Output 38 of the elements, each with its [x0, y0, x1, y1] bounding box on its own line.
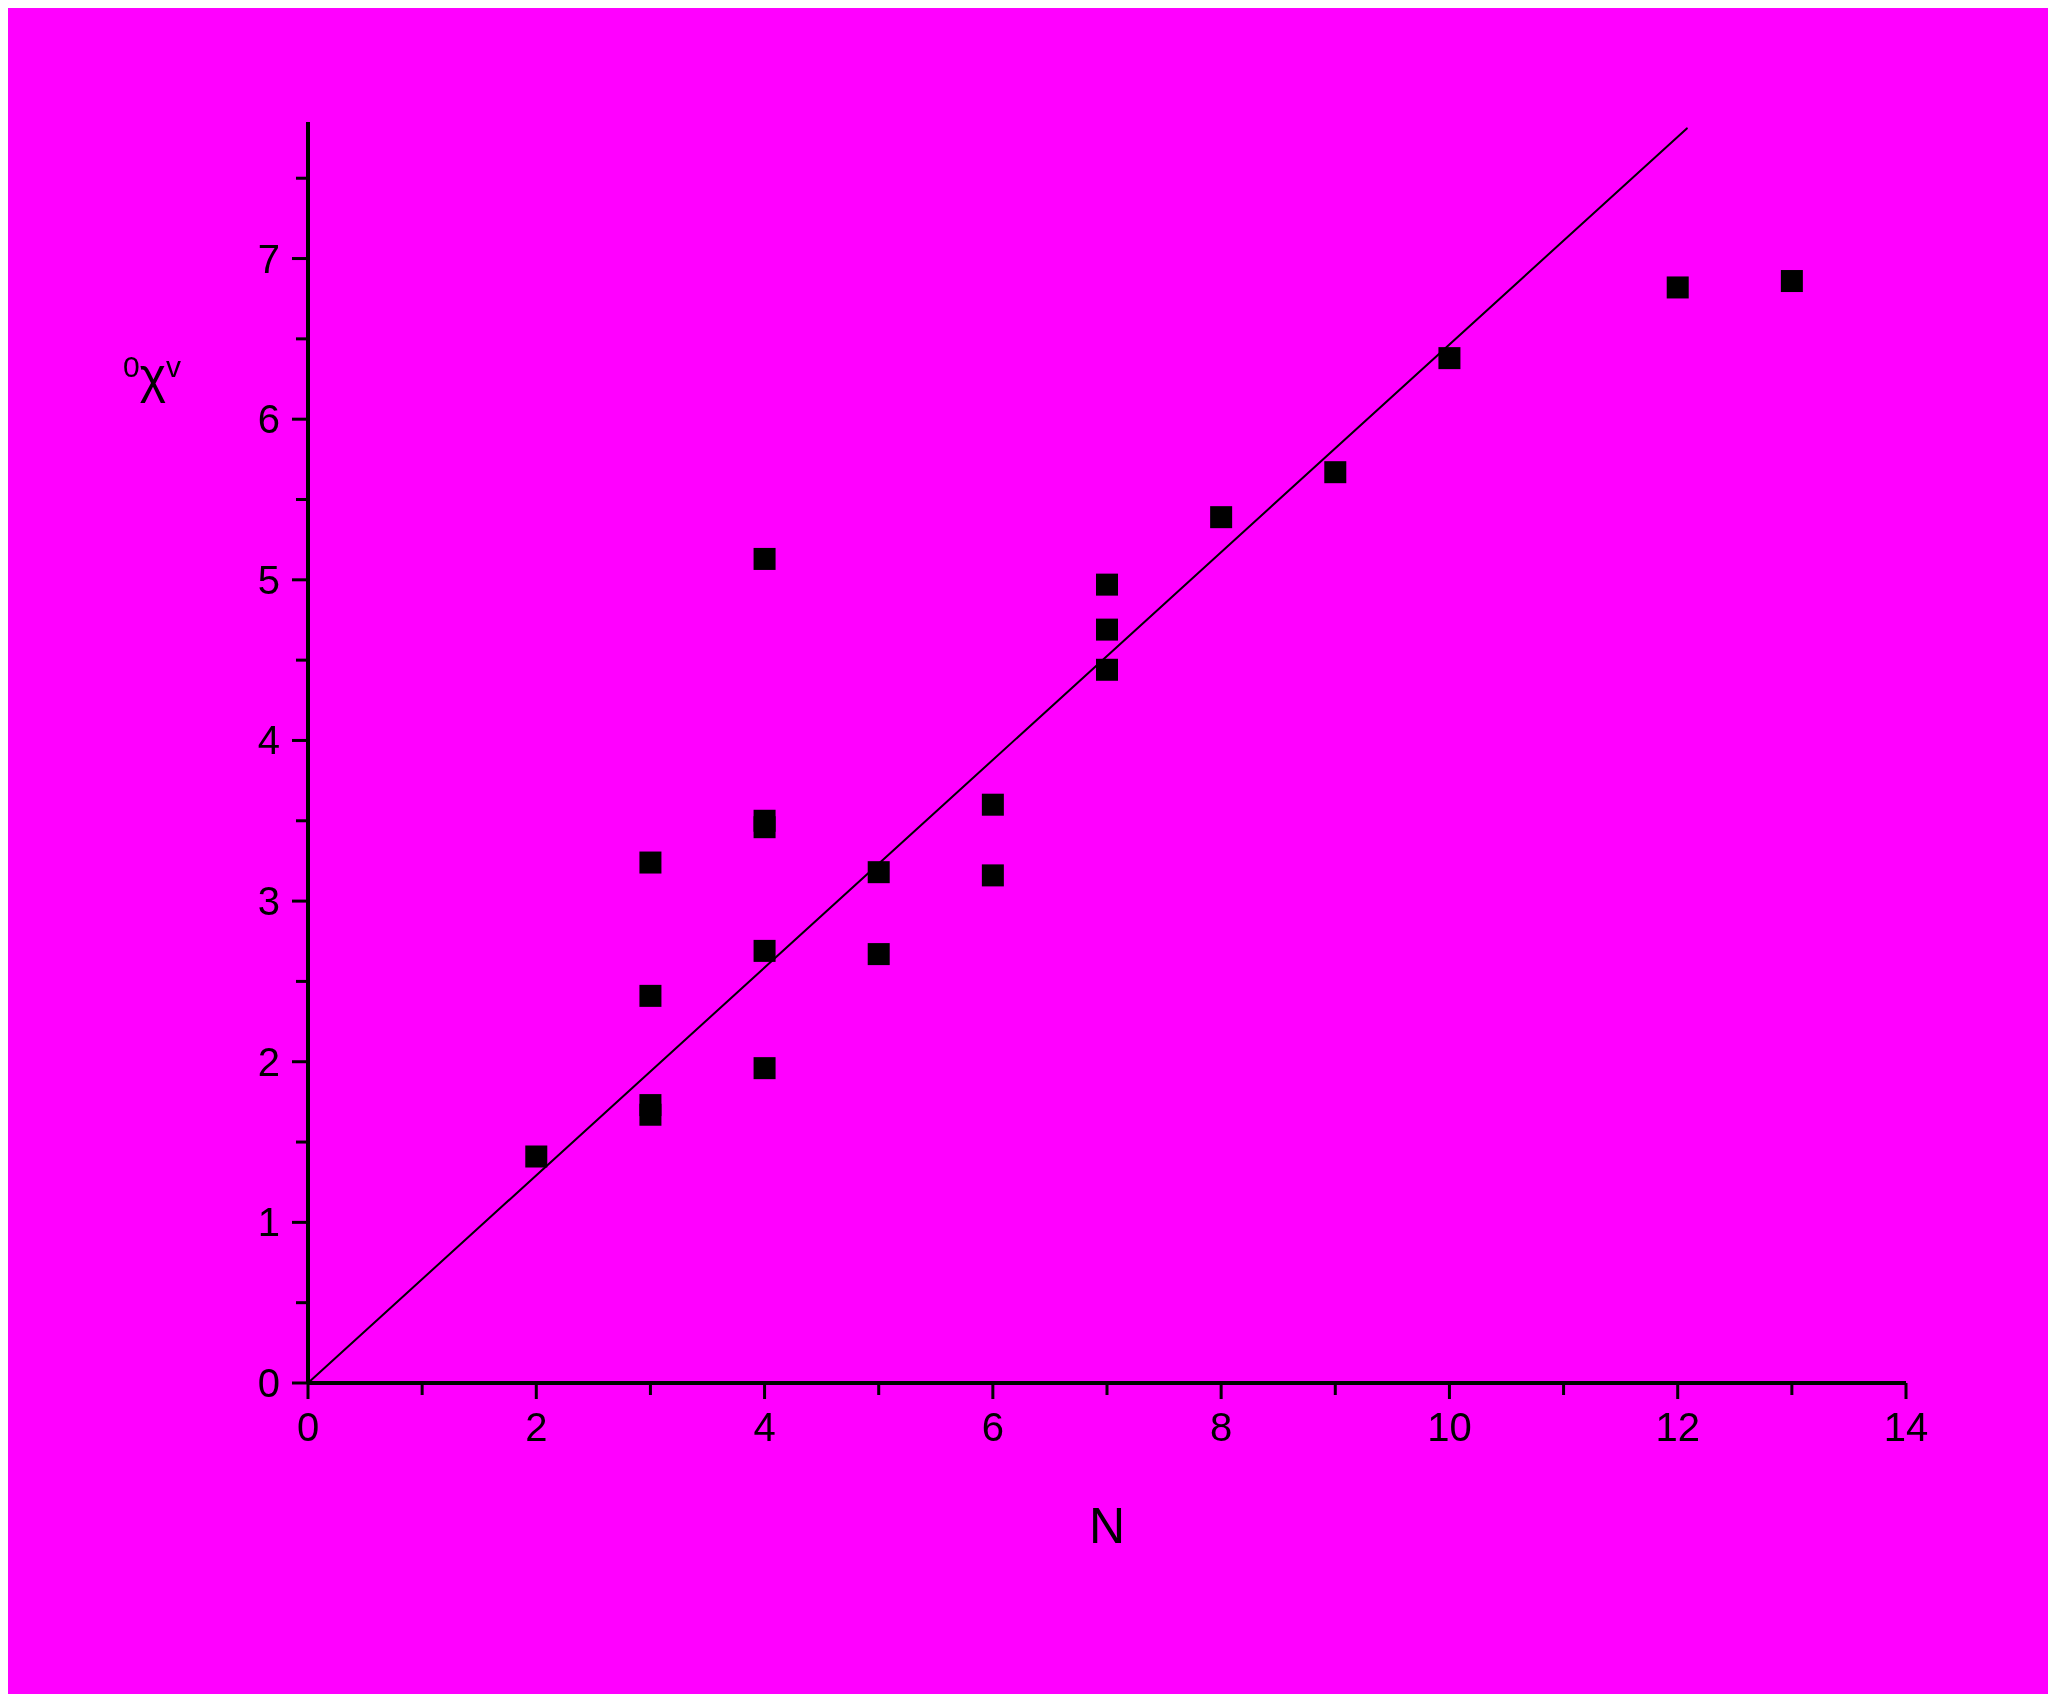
point [1438, 347, 1461, 370]
y-tick-label: 4 [257, 718, 280, 763]
x-tick-label: 0 [296, 1405, 320, 1449]
y-tick-label: 7 [257, 236, 280, 281]
point [639, 851, 662, 874]
x-tick-label: 12 [1655, 1405, 1700, 1449]
point [525, 1145, 548, 1168]
point [639, 1103, 662, 1126]
point [1666, 276, 1689, 299]
point [981, 793, 1004, 816]
x-tick-label: 8 [1210, 1405, 1233, 1449]
point [1780, 270, 1803, 293]
x-tick-label: 6 [981, 1405, 1004, 1449]
point [1096, 618, 1118, 641]
y-tick-label: 1 [257, 1200, 280, 1245]
x-axis-title: N [1088, 1498, 1126, 1554]
point [753, 1057, 776, 1080]
point [867, 861, 890, 884]
point [1210, 506, 1233, 529]
point [981, 864, 1004, 887]
point [1096, 573, 1118, 596]
y-tick-label: 0 [257, 1361, 280, 1405]
point [753, 816, 776, 839]
point [753, 547, 776, 570]
x-tick-label: 2 [525, 1405, 548, 1449]
y-axis-title: $^{0}$χ$^{v}$ [123, 348, 181, 404]
y-tick-label: 2 [257, 1039, 280, 1084]
y-tick-label: 5 [257, 557, 280, 602]
point [1324, 461, 1347, 484]
y-tick-label: 6 [257, 397, 280, 442]
point [1096, 658, 1118, 681]
point [639, 984, 662, 1007]
point [753, 939, 776, 962]
x-tick-label: 4 [753, 1405, 776, 1449]
x-tick-label: 14 [1883, 1405, 1929, 1449]
y-tick-label: 3 [257, 879, 280, 924]
x-tick-label: 10 [1427, 1405, 1472, 1449]
point [867, 943, 890, 966]
